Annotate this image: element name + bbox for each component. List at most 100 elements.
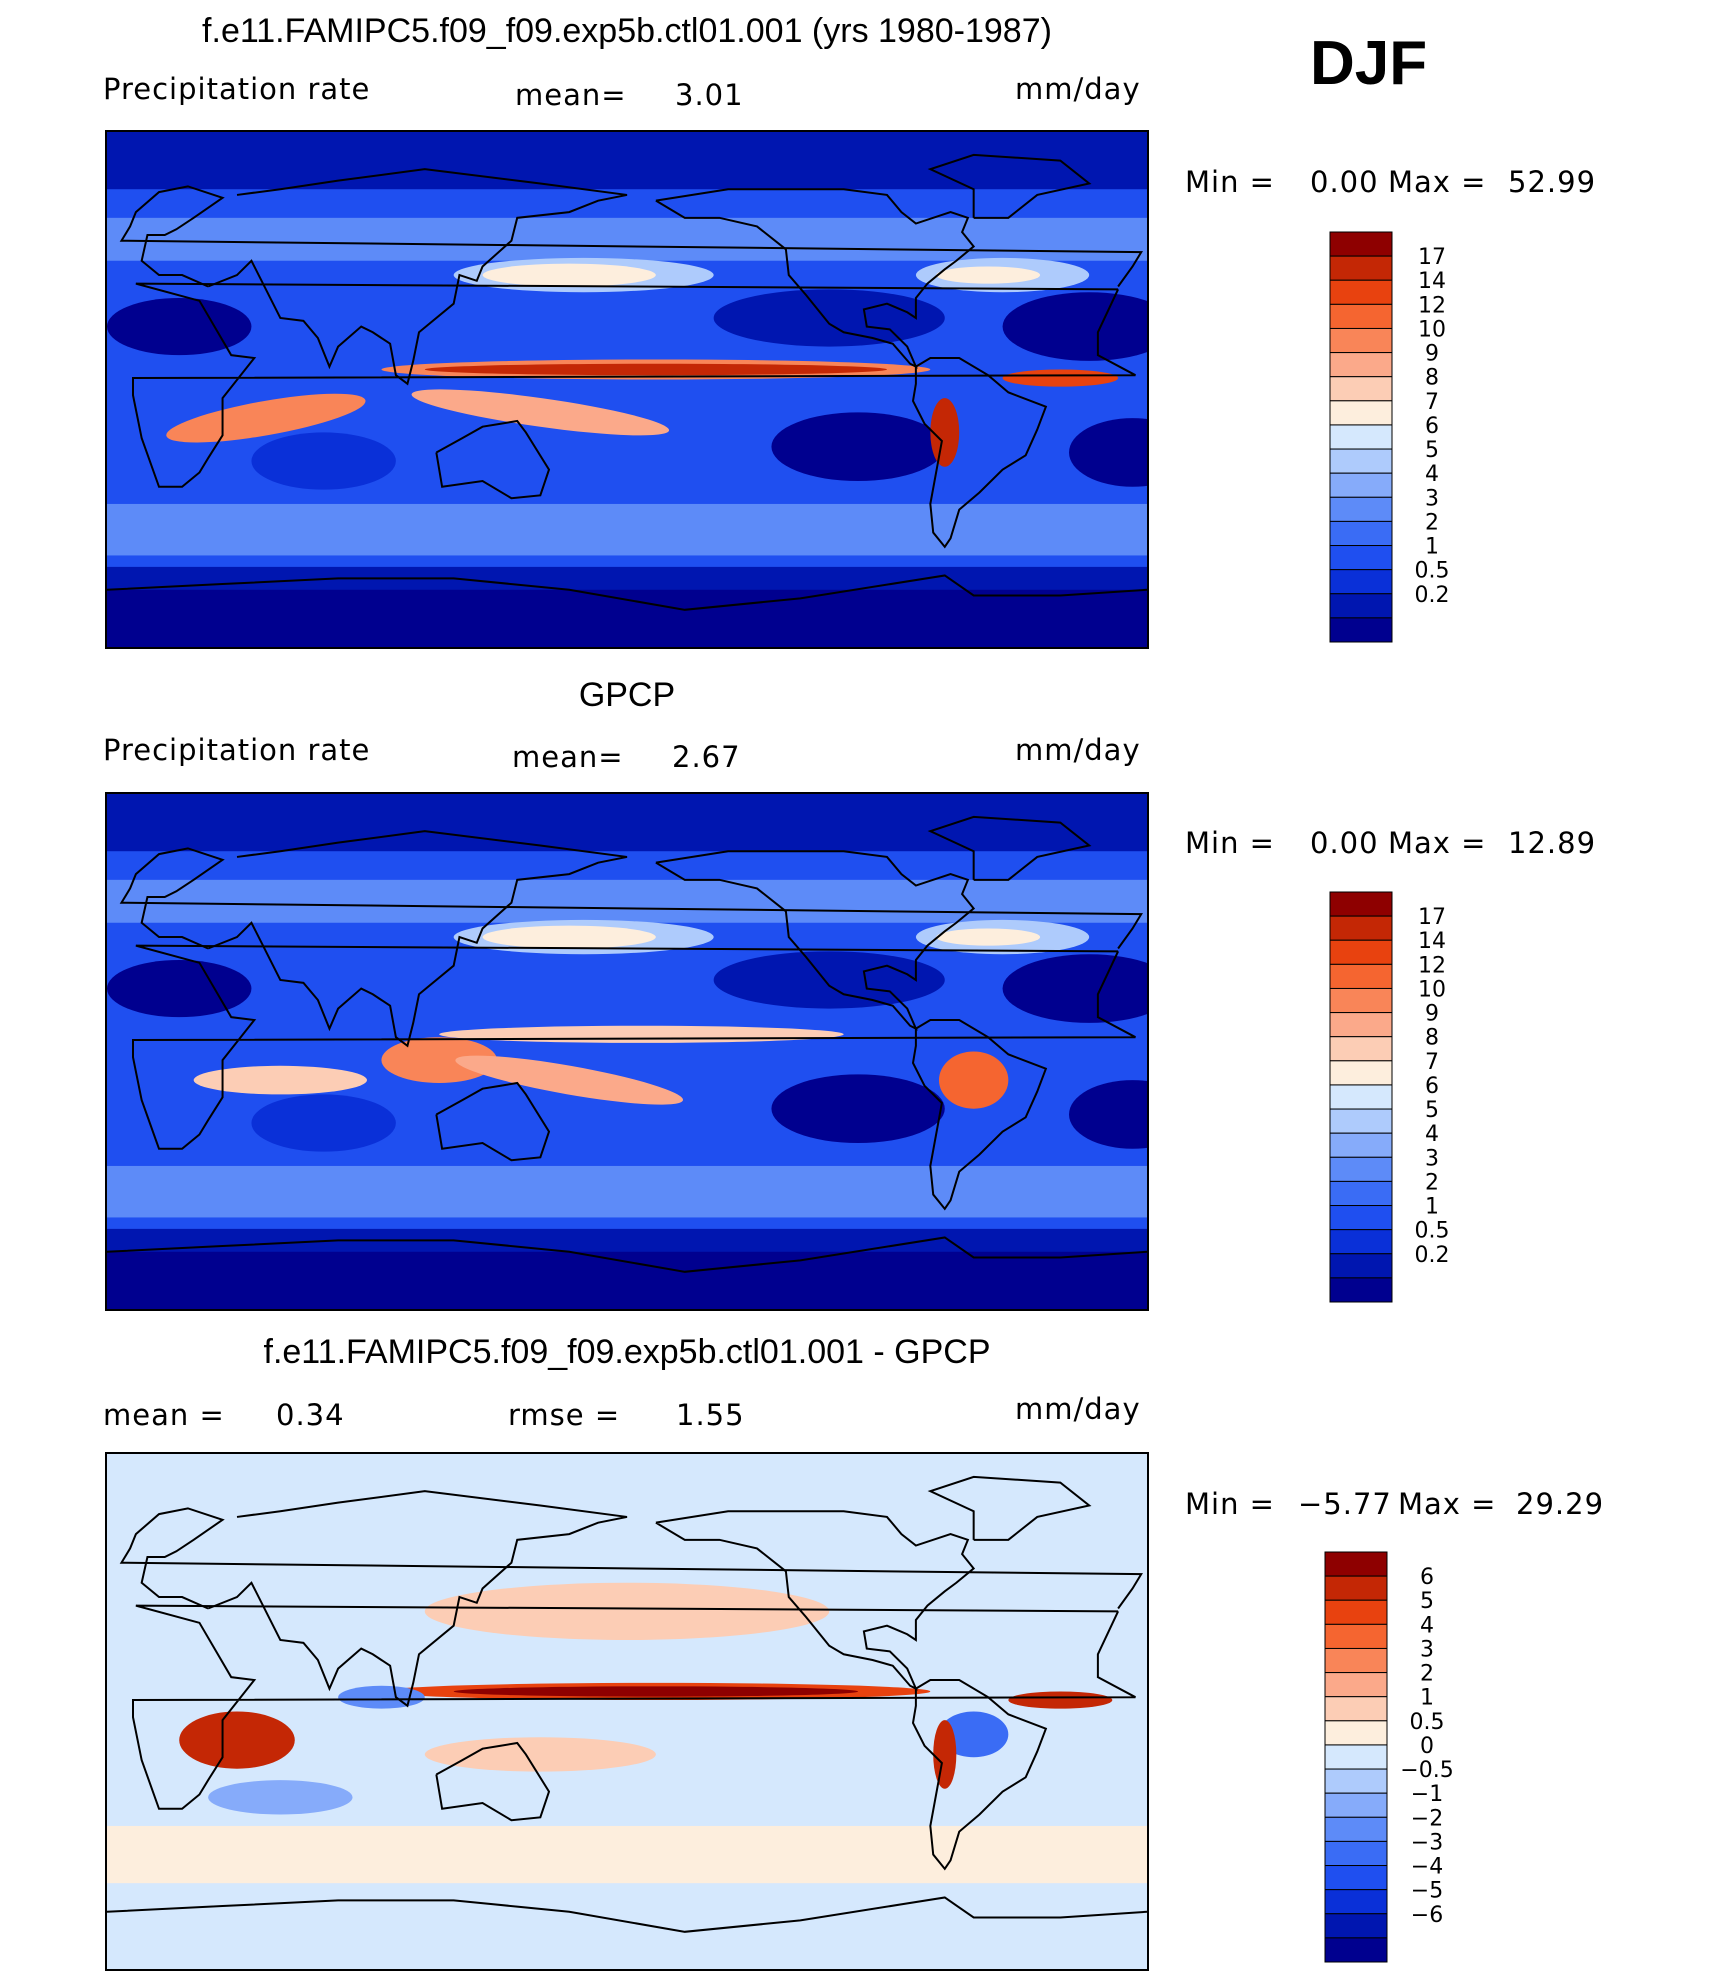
precip-band xyxy=(107,503,1147,556)
panel1-colorbar: 17 14 12 10 9 8 7 6 5 4 3 2 1 0.5 0.2 xyxy=(1329,231,1450,643)
colorbar-swatch xyxy=(1324,1937,1388,1963)
panel1-variable: Precipitation rate xyxy=(103,72,371,106)
colorbar-swatch xyxy=(1324,1744,1388,1770)
colorbar-tick-label: −5 xyxy=(1411,1879,1443,1904)
colorbar-tick-label: −0.5 xyxy=(1400,1758,1453,1783)
precip-contour xyxy=(251,432,396,490)
panel1-mean-value: 3.01 xyxy=(675,78,744,112)
panel3-rmse-label: rmse = xyxy=(508,1398,621,1432)
colorbar-swatch xyxy=(1329,963,1393,989)
colorbar-swatch xyxy=(1329,1060,1393,1086)
colorbar-tick-label: 3 xyxy=(1425,486,1439,511)
colorbar-swatch xyxy=(1324,1889,1388,1915)
colorbar-tick-label: 3 xyxy=(1420,1637,1434,1662)
coastline xyxy=(119,1507,1143,1610)
colorbar-tick-label: 0.5 xyxy=(1410,1710,1445,1735)
colorbar-swatch xyxy=(1329,1156,1393,1182)
season-label: DJF xyxy=(1310,29,1428,98)
panel1-min-value: 0.00 xyxy=(1310,165,1379,199)
coastline xyxy=(107,1896,1147,1933)
colorbar-swatch xyxy=(1329,617,1393,643)
precip-contour xyxy=(424,1737,656,1772)
precip-contour xyxy=(713,951,945,1009)
coastline xyxy=(119,847,1143,950)
colorbar-swatch xyxy=(1329,352,1393,378)
colorbar-swatch xyxy=(1324,1768,1388,1794)
precip-band xyxy=(107,1825,1147,1884)
colorbar-tick-label: 4 xyxy=(1425,462,1439,487)
panel3-map-svg xyxy=(107,1454,1147,1969)
colorbar-tick-label: 9 xyxy=(1425,342,1439,367)
coastline xyxy=(927,815,1092,881)
precip-contour xyxy=(939,1711,1009,1758)
colorbar-swatch xyxy=(1324,1865,1388,1891)
precip-band xyxy=(107,794,1147,852)
colorbar-swatch xyxy=(1324,1551,1388,1577)
panel3-max-label: Max = xyxy=(1398,1487,1497,1521)
precip-band xyxy=(107,1165,1147,1218)
precip-contour xyxy=(936,928,1041,946)
precip-band xyxy=(107,879,1147,923)
colorbar-tick-label: 17 xyxy=(1418,245,1446,270)
coastline xyxy=(132,1604,1136,1810)
coastline xyxy=(655,188,976,369)
panel2-units: mm/day xyxy=(1015,733,1141,767)
precip-contour xyxy=(930,398,960,467)
colorbar-tick-label: 12 xyxy=(1418,953,1446,978)
colorbar-swatch xyxy=(1329,520,1393,547)
colorbar-tick-label: 1 xyxy=(1425,1195,1439,1220)
colorbar-tick-label: −6 xyxy=(1411,1903,1443,1928)
colorbar-swatch xyxy=(1324,1575,1388,1601)
precip-contour xyxy=(1069,418,1147,487)
colorbar-swatch xyxy=(1329,472,1393,498)
colorbar-tick-label: −2 xyxy=(1411,1806,1443,1831)
panel3-mean-label: mean = xyxy=(103,1398,225,1432)
colorbar-tick-label: 6 xyxy=(1425,1074,1439,1099)
colorbar-swatch xyxy=(1324,1792,1388,1818)
coastline xyxy=(107,574,1147,611)
coastline xyxy=(911,1679,1048,1871)
colorbar-swatch xyxy=(1324,1672,1388,1698)
panel2-map-svg xyxy=(107,794,1147,1309)
precip-contour xyxy=(1002,292,1147,361)
colorbar-swatch xyxy=(1329,1132,1393,1158)
colorbar-swatch xyxy=(1324,1913,1388,1939)
colorbar-swatch xyxy=(1324,1599,1388,1625)
precip-contour xyxy=(453,1686,859,1697)
precip-contour xyxy=(1008,1691,1113,1709)
colorbar-tick-label: 0.5 xyxy=(1415,559,1450,584)
colorbar-tick-label: 0.2 xyxy=(1415,583,1450,608)
colorbar-swatch xyxy=(1329,303,1393,329)
precip-band xyxy=(107,132,1147,190)
colorbar-swatch xyxy=(1329,1277,1393,1303)
colorbar-tick-label: 8 xyxy=(1425,1026,1439,1051)
precip-band xyxy=(107,589,1147,647)
colorbar-swatch xyxy=(1329,915,1393,941)
colorbar-swatch xyxy=(1324,1623,1388,1649)
panel3-title: f.e11.FAMIPC5.f09_f09.exp5b.ctl01.001 - … xyxy=(263,1333,991,1371)
panel1-map xyxy=(105,130,1149,649)
precip-contour xyxy=(439,1025,844,1043)
colorbar-swatch xyxy=(1329,1253,1393,1279)
precip-contour xyxy=(381,1037,497,1083)
panel3-rmse-value: 1.55 xyxy=(676,1398,745,1432)
panel2-max-label: Max = xyxy=(1388,826,1487,860)
precip-contour xyxy=(411,389,670,436)
colorbar-tick-label: 3 xyxy=(1425,1146,1439,1171)
precip-contour xyxy=(107,297,252,356)
precip-contour xyxy=(179,1711,295,1769)
colorbar-tick-label: 6 xyxy=(1420,1565,1434,1590)
panel2-mean-value: 2.67 xyxy=(672,740,741,774)
colorbar-tick-label: −3 xyxy=(1411,1830,1443,1855)
coastline xyxy=(911,1019,1048,1211)
colorbar-tick-label: 2 xyxy=(1420,1662,1434,1687)
colorbar-swatch xyxy=(1324,1840,1388,1867)
panel1-units: mm/day xyxy=(1015,72,1141,106)
precip-contour xyxy=(1069,1080,1147,1149)
colorbar-tick-label: 5 xyxy=(1420,1589,1434,1614)
panel1-mean-label: mean= xyxy=(515,78,627,112)
coastline xyxy=(911,357,1048,549)
panel3-max-value: 29.29 xyxy=(1516,1487,1605,1521)
colorbar-tick-label: 7 xyxy=(1425,390,1439,415)
